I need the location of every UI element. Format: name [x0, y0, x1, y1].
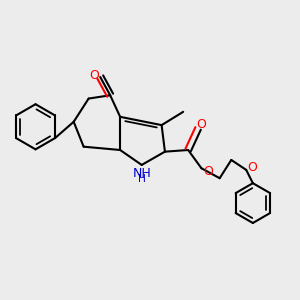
Text: O: O — [196, 118, 206, 131]
Text: O: O — [203, 165, 213, 178]
Text: NH: NH — [132, 167, 151, 180]
Text: O: O — [89, 69, 99, 82]
Text: H: H — [138, 174, 146, 184]
Text: O: O — [247, 161, 257, 174]
